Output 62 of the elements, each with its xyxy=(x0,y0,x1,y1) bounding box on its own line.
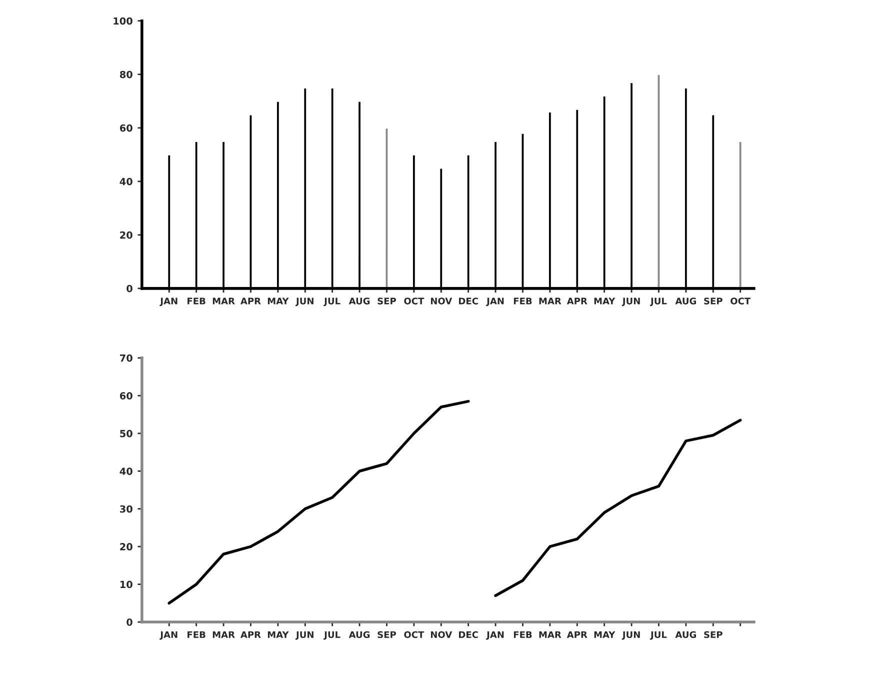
x-tick-label: AUG xyxy=(348,298,370,304)
x-tick-label: FEB xyxy=(514,298,532,304)
line-series xyxy=(494,418,742,598)
x-tick-label: SEP xyxy=(378,298,396,304)
x-tick-label: MAY xyxy=(594,631,616,638)
x-tick-label: SEP xyxy=(378,631,396,638)
x-tick-label: APR xyxy=(566,631,588,638)
x-tick-label: MAR xyxy=(539,298,562,304)
x-tick-label: OCT xyxy=(404,631,424,638)
y-tick-label: 40 xyxy=(120,178,132,186)
x-tick-label: JAN xyxy=(160,631,178,640)
x-tick-label: JUN xyxy=(296,631,314,640)
y-tick-label: 0 xyxy=(126,284,132,292)
x-tick-label: DEC xyxy=(459,298,478,304)
x-tick-label: APR xyxy=(566,298,588,304)
y-tick-label: 70 xyxy=(120,354,132,362)
x-tick-label: SEP xyxy=(704,298,722,304)
x-tick-label: MAR xyxy=(539,631,562,638)
x-tick-label: FEB xyxy=(188,631,206,638)
y-tick-label: 0 xyxy=(126,618,132,626)
bar xyxy=(384,127,390,288)
y-tick-label: 40 xyxy=(120,468,132,475)
bar xyxy=(656,74,662,288)
x-tick-label: OCT xyxy=(730,298,751,304)
x-tick-label: JAN xyxy=(160,298,178,306)
x-tick-label: JAN xyxy=(486,631,504,640)
x-tick-label: JAN xyxy=(486,298,504,306)
line-series xyxy=(168,400,470,605)
x-tick-label: JUN xyxy=(296,298,314,306)
x-tick-label: NOV xyxy=(430,631,452,638)
x-tick-label: FEB xyxy=(188,298,206,304)
x-tick-label: AUG xyxy=(348,631,370,638)
x-tick-label: JUL xyxy=(650,298,667,306)
y-tick-label: 60 xyxy=(120,392,132,400)
x-tick-label: MAR xyxy=(212,631,235,638)
x-tick-label: APR xyxy=(240,631,261,638)
x-tick-label: JUN xyxy=(622,631,640,640)
x-tick-label: SEP xyxy=(704,631,722,638)
y-tick-label: 30 xyxy=(120,505,132,513)
x-tick-label: DEC xyxy=(459,631,478,638)
x-tick-label: NOV xyxy=(430,298,452,304)
y-tick-label: 10 xyxy=(120,580,132,588)
y-tick-label: 20 xyxy=(120,231,132,239)
bar xyxy=(738,140,743,288)
x-tick-label: JUL xyxy=(324,631,340,640)
y-tick-label: 100 xyxy=(114,17,132,25)
y-tick-label: 80 xyxy=(120,70,132,78)
x-tick-label: APR xyxy=(240,298,261,304)
x-tick-label: AUG xyxy=(675,298,696,304)
x-tick-label: MAY xyxy=(594,298,616,304)
x-tick-label: JUL xyxy=(650,631,667,640)
x-tick-label: OCT xyxy=(404,298,424,304)
x-tick-label: AUG xyxy=(675,631,696,638)
y-tick-label: 20 xyxy=(120,543,132,550)
x-tick-label: MAR xyxy=(212,298,235,304)
x-tick-label: MAY xyxy=(268,631,289,638)
x-tick-label: FEB xyxy=(514,631,532,638)
x-tick-label: JUL xyxy=(324,298,340,306)
y-tick-label: 50 xyxy=(120,430,132,438)
x-tick-label: JUN xyxy=(622,298,640,306)
y-tick-label: 60 xyxy=(120,124,132,132)
x-tick-label: MAY xyxy=(268,298,289,304)
